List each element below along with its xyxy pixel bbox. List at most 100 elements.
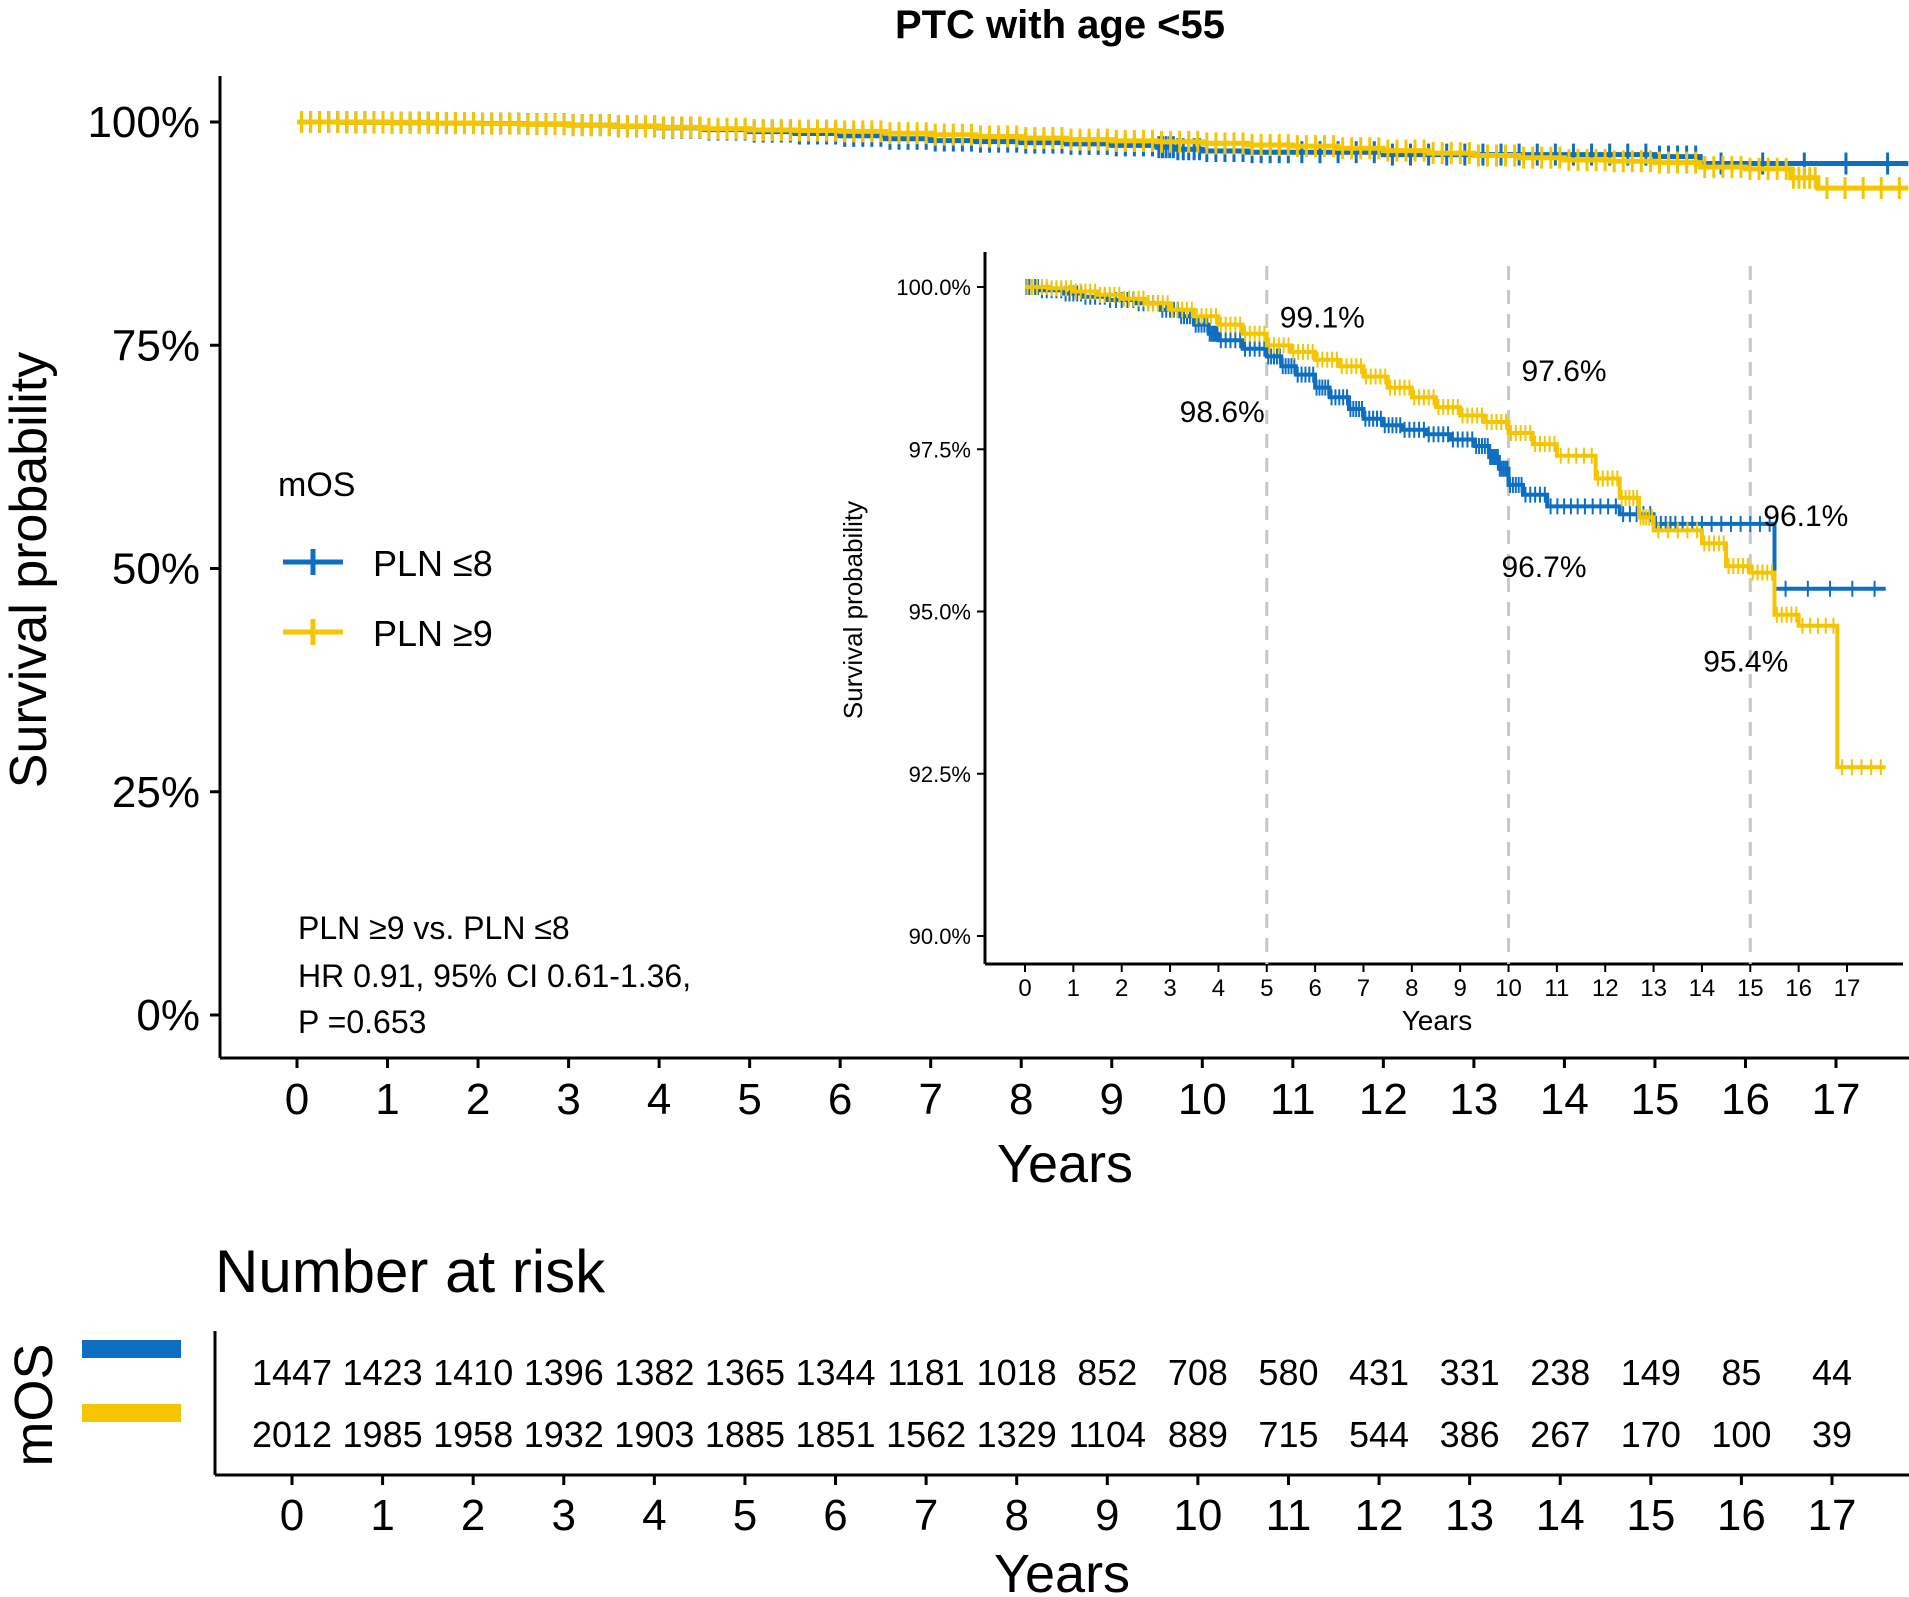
inset-annotations: 99.1% 98.6% 97.6% 96.7% 96.1% 95.4%: [1180, 301, 1849, 678]
risk-key-pln-ge9: [82, 1404, 181, 1422]
risk-key-pln-le8: [82, 1340, 181, 1358]
risk-x-tick-label: 12: [1355, 1491, 1404, 1540]
risk-value-pln-ge9: 1958: [433, 1414, 513, 1455]
inset-x-tick-label: 7: [1357, 975, 1370, 1002]
risk-value-pln-ge9: 2012: [252, 1414, 332, 1455]
inset-annotation-label: 96.1%: [1763, 500, 1848, 533]
inset-y-axis-title: Survival probability: [838, 501, 868, 719]
risk-value-pln-le8: 1410: [433, 1352, 513, 1393]
risk-value-pln-le8: 331: [1440, 1352, 1500, 1393]
inset-x-tick-label: 17: [1834, 975, 1861, 1002]
risk-value-pln-ge9: 715: [1258, 1414, 1318, 1455]
risk-x-tick-label: 5: [733, 1491, 757, 1540]
legend-title: mOS: [278, 466, 355, 504]
hr-comparison: PLN ≥9 vs. PLN ≤8: [298, 910, 570, 946]
risk-x-tick-label: 16: [1717, 1491, 1766, 1540]
main-x-tick-label: 4: [647, 1075, 671, 1124]
inset-x-tick-label: 14: [1689, 975, 1716, 1002]
risk-value-pln-ge9: 1851: [795, 1414, 875, 1455]
inset-background: [985, 252, 1903, 964]
main-x-tick-label: 1: [375, 1075, 399, 1124]
main-y-axis-title: Survival probability: [0, 352, 58, 788]
main-x-tick-label: 14: [1540, 1075, 1589, 1124]
risk-value-pln-le8: 149: [1621, 1352, 1681, 1393]
inset-x-tick-label: 10: [1495, 975, 1522, 1002]
main-x-tick-label: 7: [918, 1075, 942, 1124]
risk-value-pln-le8: 1344: [795, 1352, 875, 1393]
inset-y-tick-label: 97.5%: [909, 437, 971, 462]
risk-value-pln-ge9: 170: [1621, 1414, 1681, 1455]
main-x-tick-label: 9: [1100, 1075, 1124, 1124]
inset-x-tick-label: 2: [1115, 975, 1128, 1002]
risk-value-pln-ge9: 267: [1530, 1414, 1590, 1455]
risk-x-tick-label: 8: [1004, 1491, 1028, 1540]
main-x-tick-label: 2: [466, 1075, 490, 1124]
risk-x-tick-label: 0: [280, 1491, 304, 1540]
inset-survival-curves: [1025, 279, 1886, 776]
risk-x-tick-label: 17: [1808, 1491, 1857, 1540]
inset-x-tick-label: 13: [1640, 975, 1667, 1002]
risk-value-pln-le8: 708: [1168, 1352, 1228, 1393]
risk-value-pln-ge9: 1903: [614, 1414, 694, 1455]
risk-x-tick-label: 10: [1173, 1491, 1222, 1540]
risk-value-pln-ge9: 1329: [977, 1414, 1057, 1455]
chart-title: PTC with age <55: [895, 3, 1225, 47]
risk-value-pln-ge9: 39: [1812, 1414, 1852, 1455]
inset-axes: 90.0%92.5%95.0%97.5%100.0%0 1 2 3 4 5 6 7 8 9 10 11…: [838, 252, 1903, 1036]
inset-y-tick-label: 90.0%: [909, 924, 971, 949]
inset-x-tick-label: 8: [1405, 975, 1418, 1002]
risk-values: 1447 1423 1410 1396 1382 1365 1344 1181 1018 852 7…: [252, 1352, 1852, 1455]
inset-x-tick-label: 9: [1453, 975, 1466, 1002]
risk-value-pln-ge9: 386: [1440, 1414, 1500, 1455]
hazard-ratio-annotation: PLN ≥9 vs. PLN ≤8 HR 0.91, 95% CI 0.61-1…: [298, 910, 691, 1040]
risk-x-axis-title: Years: [994, 1544, 1130, 1597]
risk-value-pln-ge9: 100: [1711, 1414, 1771, 1455]
main-y-tick-label: 0%: [136, 991, 200, 1040]
inset-x-tick-label: 4: [1212, 975, 1225, 1002]
main-y-tick-label: 50%: [112, 545, 200, 594]
main-x-tick-label: 15: [1630, 1075, 1679, 1124]
inset-y-tick-label: 95.0%: [909, 600, 971, 625]
inset-y-tick-label: 92.5%: [909, 762, 971, 787]
inset-annotation-label: 99.1%: [1280, 301, 1365, 334]
risk-value-pln-ge9: 1104: [1069, 1414, 1146, 1455]
inset-x-tick-label: 11: [1544, 975, 1569, 1002]
main-x-tick-label: 3: [556, 1075, 580, 1124]
main-survival-curves: [297, 111, 1909, 200]
risk-value-pln-le8: 44: [1812, 1352, 1852, 1393]
risk-value-pln-ge9: 544: [1349, 1414, 1409, 1455]
inset-x-tick-label: 15: [1737, 975, 1764, 1002]
main-x-tick-label: 16: [1721, 1075, 1770, 1124]
hr-value: HR 0.91, 95% CI 0.61-1.36,: [298, 958, 691, 994]
main-x-tick-label: 12: [1359, 1075, 1408, 1124]
inset-y-tick-label: 100.0%: [896, 275, 971, 300]
inset-x-tick-label: 12: [1592, 975, 1619, 1002]
main-y-tick-label: 25%: [112, 768, 200, 817]
risk-value-pln-le8: 1382: [614, 1352, 694, 1393]
inset-annotation-label: 98.6%: [1180, 396, 1265, 429]
risk-x-tick-label: 7: [914, 1491, 938, 1540]
risk-x-tick-label: 1: [370, 1491, 394, 1540]
risk-x-tick-label: 9: [1095, 1491, 1119, 1540]
legend-label-pln-le8: PLN ≤8: [373, 543, 493, 584]
main-axes: 0%25%50%75%100%0 1 2 3 4 5 6 7 8 9 10 11 12 13 14 15 16 1…: [0, 76, 1909, 1194]
p-value: P =0.653: [298, 1004, 426, 1040]
main-x-tick-label: 17: [1812, 1075, 1861, 1124]
risk-x-tick-label: 2: [461, 1491, 485, 1540]
curve-pln-le8: [297, 119, 1909, 166]
risk-value-pln-le8: 1396: [524, 1352, 604, 1393]
inset-x-tick-label: 1: [1067, 975, 1080, 1002]
inset-x-tick-label: 3: [1163, 975, 1176, 1002]
legend: mOS PLN ≤8 PLN ≥9: [278, 466, 493, 654]
main-x-tick-label: 10: [1178, 1075, 1227, 1124]
risk-value-pln-le8: 85: [1721, 1352, 1761, 1393]
risk-value-pln-ge9: 1885: [705, 1414, 785, 1455]
inset-x-tick-label: 6: [1308, 975, 1321, 1002]
inset-annotation-label: 95.4%: [1703, 646, 1788, 679]
risk-value-pln-ge9: 889: [1168, 1414, 1228, 1455]
risk-value-pln-le8: 580: [1258, 1352, 1318, 1393]
risk-x-tick-label: 3: [552, 1491, 576, 1540]
inset-survival-plot: 90.0%92.5%95.0%97.5%100.0%0 1 2 3 4 5 6 7 8 9 10 11…: [838, 252, 1903, 1036]
risk-x-tick-label: 15: [1626, 1491, 1675, 1540]
